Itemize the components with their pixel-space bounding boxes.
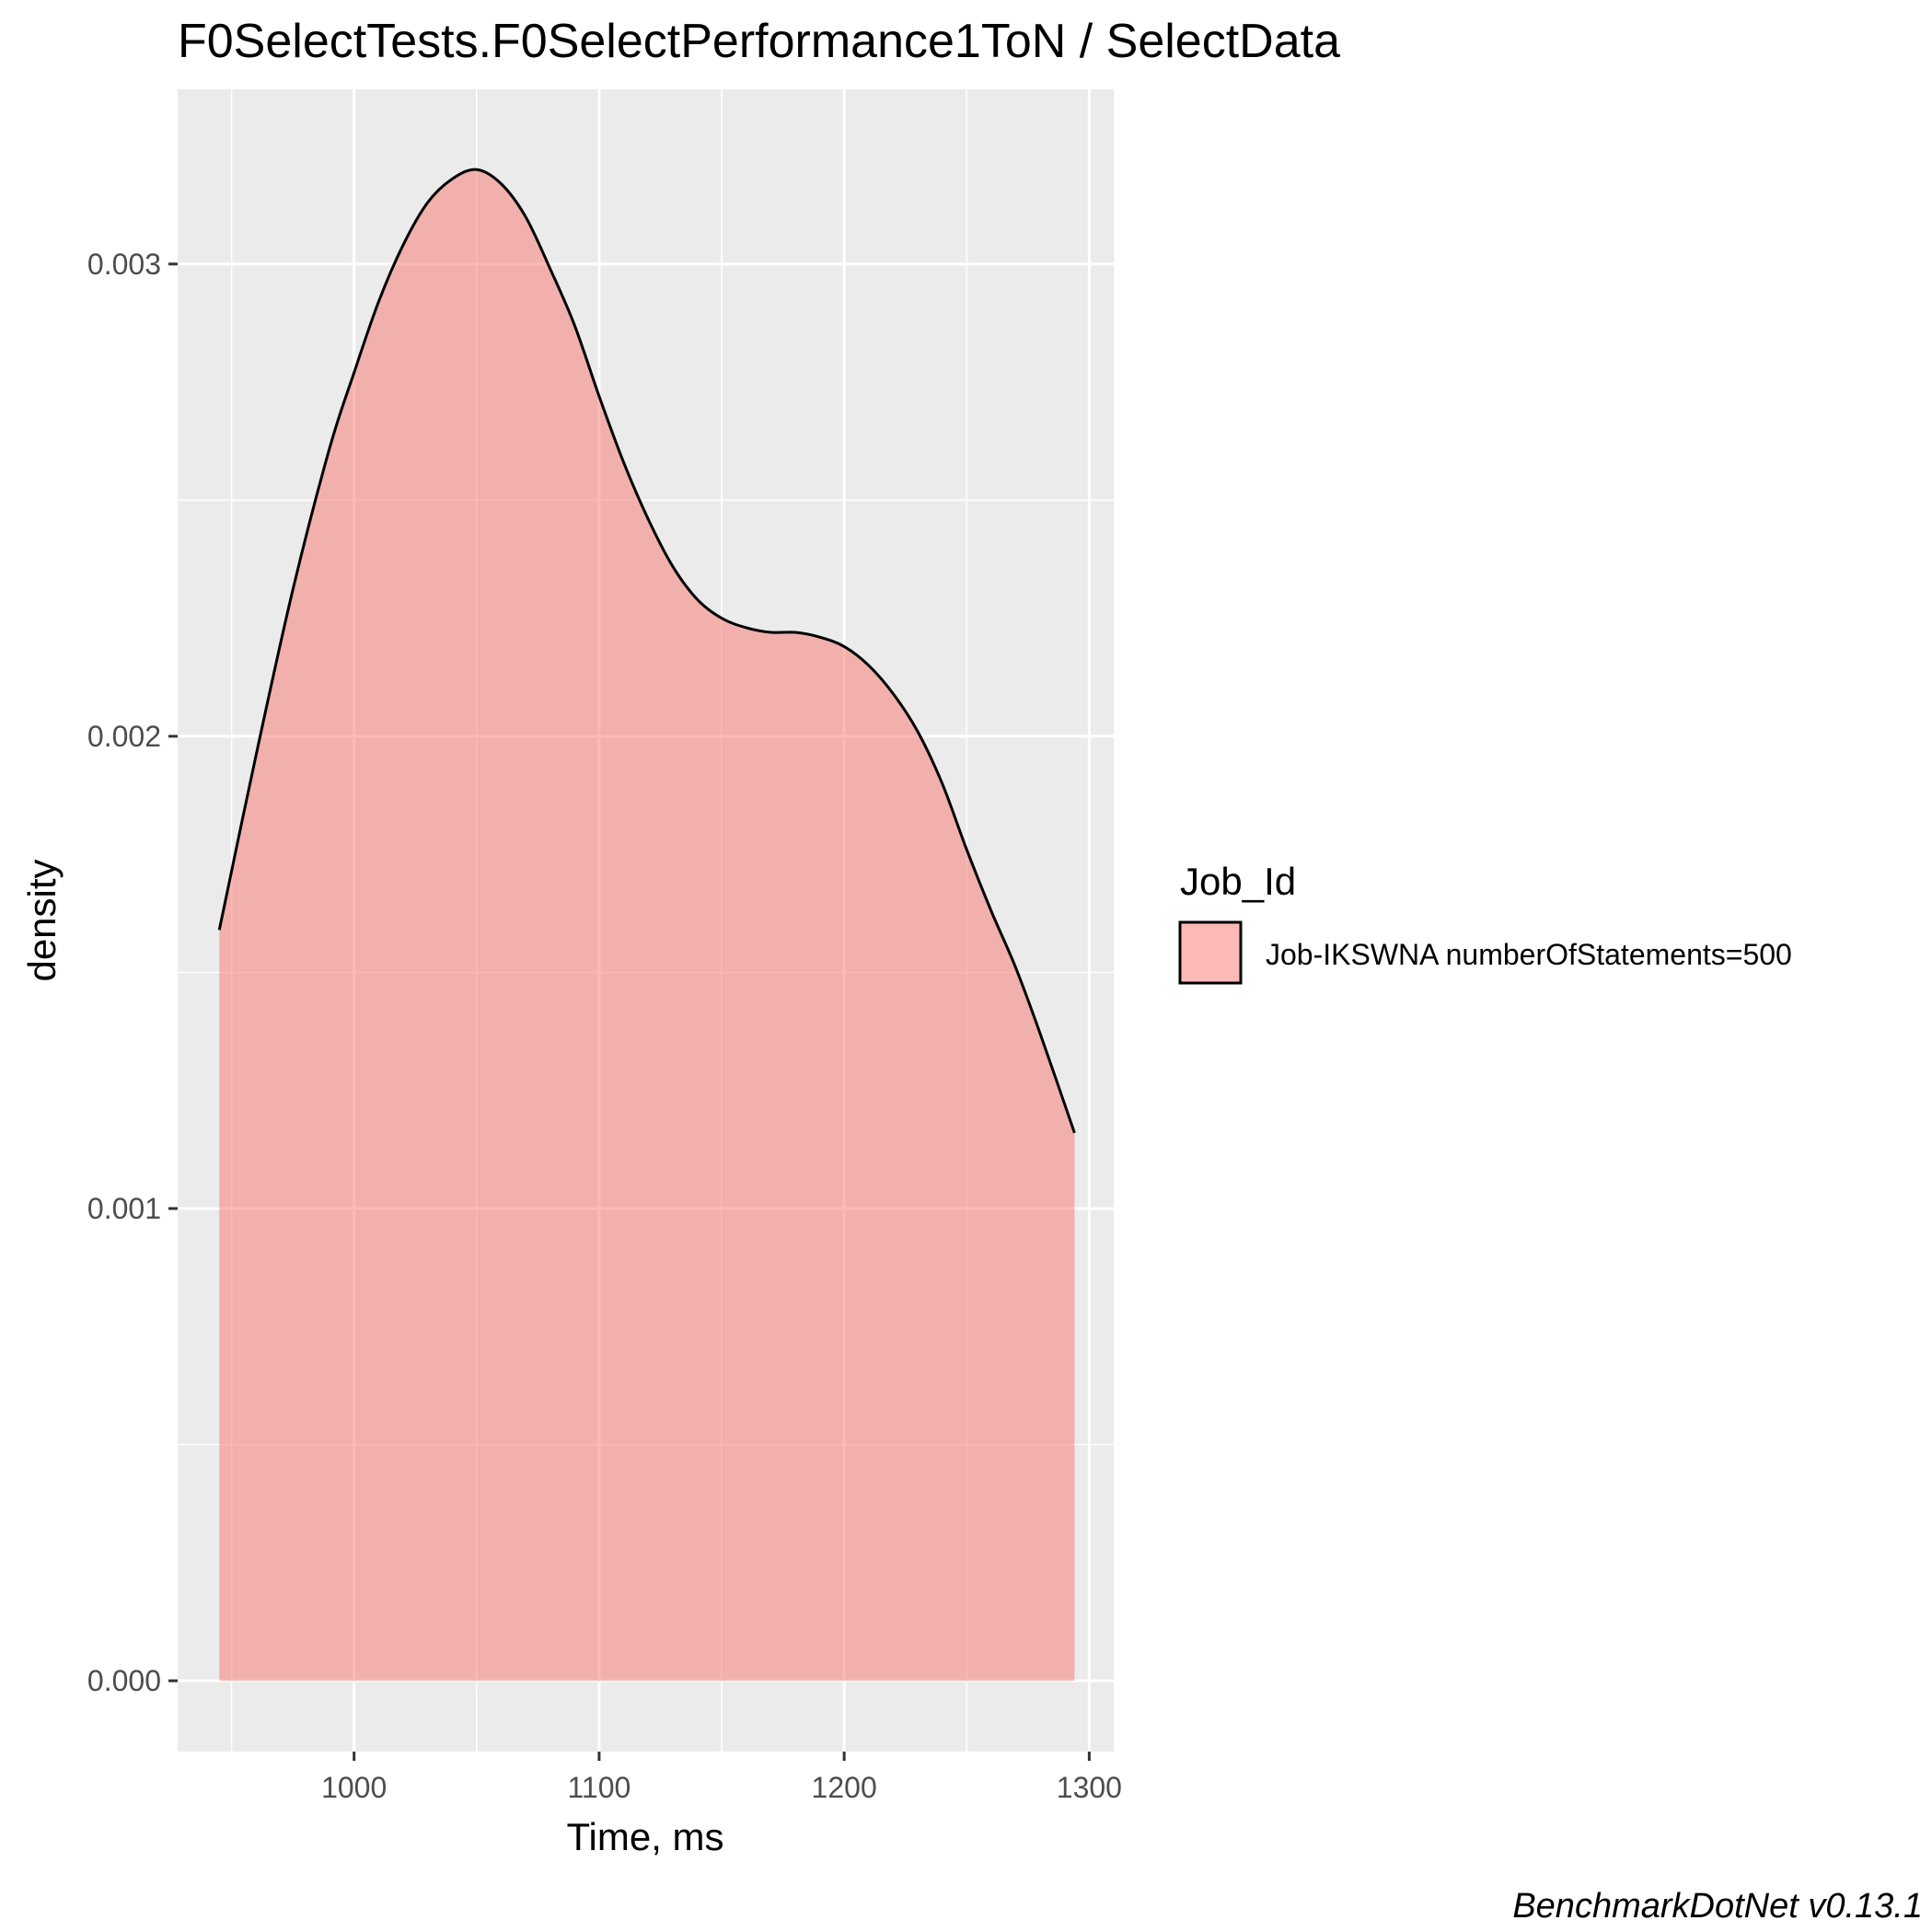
y-tick-label: 0.003 xyxy=(87,248,161,281)
x-tick-label: 1100 xyxy=(568,1771,631,1804)
density-curve-line xyxy=(217,168,1076,1134)
density-area-layer xyxy=(217,168,1076,1682)
legend-label: Job-IKSWNA numberOfStatements=500 xyxy=(1266,938,1792,971)
x-tick-label: 1300 xyxy=(1057,1771,1122,1804)
legend-key xyxy=(1178,920,1243,985)
y-tick-label: 0.002 xyxy=(87,720,161,753)
axis-layer: 1000 1100 1200 1300 0.000 0.001 0.002 0.003 xyxy=(87,248,1122,1804)
x-tick-label: 1000 xyxy=(321,1771,387,1804)
chart-title: F0SelectTests.F0SelectPerformance1ToN / … xyxy=(178,15,1340,68)
caption: BenchmarkDotNet v0.13.1 xyxy=(1512,1887,1923,1926)
density-area-fill xyxy=(219,169,1075,1682)
legend: Job_Id Job-IKSWNA numberOfStatements=500 xyxy=(1178,860,1792,985)
x-tick-label: 1200 xyxy=(812,1771,877,1804)
x-axis-title: Time, ms xyxy=(566,1815,723,1858)
legend-title: Job_Id xyxy=(1180,860,1296,903)
y-axis-title: density xyxy=(20,859,64,981)
y-tick-label: 0.000 xyxy=(87,1664,161,1697)
y-tick-label: 0.001 xyxy=(87,1192,161,1225)
